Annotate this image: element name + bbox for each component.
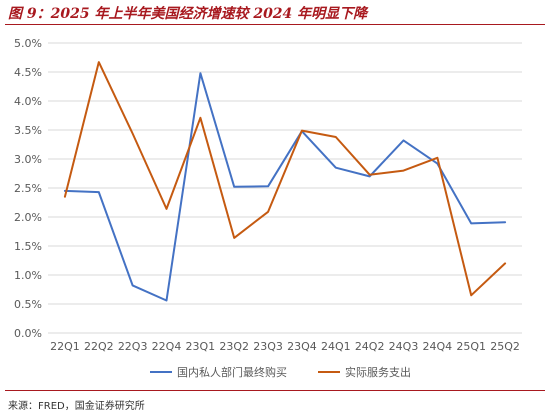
y-tick-label: 3.5%	[14, 124, 42, 137]
y-tick-label: 5.0%	[14, 37, 42, 50]
y-tick-label: 0.5%	[14, 298, 42, 311]
y-tick-label: 2.5%	[14, 182, 42, 195]
y-tick-label: 0.0%	[14, 327, 42, 340]
title-divider	[5, 24, 545, 25]
line-chart: 0.0% 0.5% 1.0% 1.5% 2.0% 2.5% 3.0% 3.5% 4.0% 4.5%…	[14, 37, 522, 379]
source-note: 来源：FRED，国金证券研究所	[8, 401, 145, 412]
x-tick-label: 24Q2	[355, 340, 385, 353]
x-tick-label: 24Q1	[321, 340, 351, 353]
x-tick-label: 24Q3	[389, 340, 419, 353]
x-tick-label: 25Q1	[456, 340, 486, 353]
y-tick-label: 3.0%	[14, 153, 42, 166]
y-tick-label: 2.0%	[14, 211, 42, 224]
y-tick-label: 4.0%	[14, 95, 42, 108]
x-axis-ticks: 22Q1 22Q2 22Q3 22Q4 23Q1 23Q2 23Q3 23Q4 24Q1 24Q2…	[50, 340, 520, 353]
x-tick-label: 23Q2	[219, 340, 249, 353]
gridlines	[48, 42, 522, 334]
x-tick-label: 24Q4	[423, 340, 453, 353]
figure-title: 图 9：2025 年上半年美国经济增速较 2024 年明显下降	[8, 6, 368, 22]
x-tick-label: 25Q2	[490, 340, 520, 353]
y-tick-label: 1.5%	[14, 240, 42, 253]
series-line-1	[63, 72, 507, 302]
x-tick-label: 22Q2	[84, 340, 114, 353]
x-tick-label: 22Q1	[50, 340, 80, 353]
source-divider	[5, 390, 545, 391]
series-lines	[63, 61, 507, 302]
x-tick-label: 23Q3	[253, 340, 283, 353]
x-tick-label: 23Q1	[186, 340, 216, 353]
x-tick-label: 22Q3	[118, 340, 148, 353]
legend-label: 实际服务支出	[345, 365, 411, 379]
y-tick-label: 1.0%	[14, 269, 42, 282]
x-tick-label: 22Q4	[152, 340, 182, 353]
series-line-2	[63, 61, 507, 297]
legend: 国内私人部门最终购买 实际服务支出	[150, 365, 411, 379]
x-tick-label: 23Q4	[287, 340, 317, 353]
legend-label: 国内私人部门最终购买	[177, 365, 287, 379]
y-tick-label: 4.5%	[14, 66, 42, 79]
y-axis-ticks: 0.0% 0.5% 1.0% 1.5% 2.0% 2.5% 3.0% 3.5% 4.0% 4.5%…	[14, 37, 42, 340]
